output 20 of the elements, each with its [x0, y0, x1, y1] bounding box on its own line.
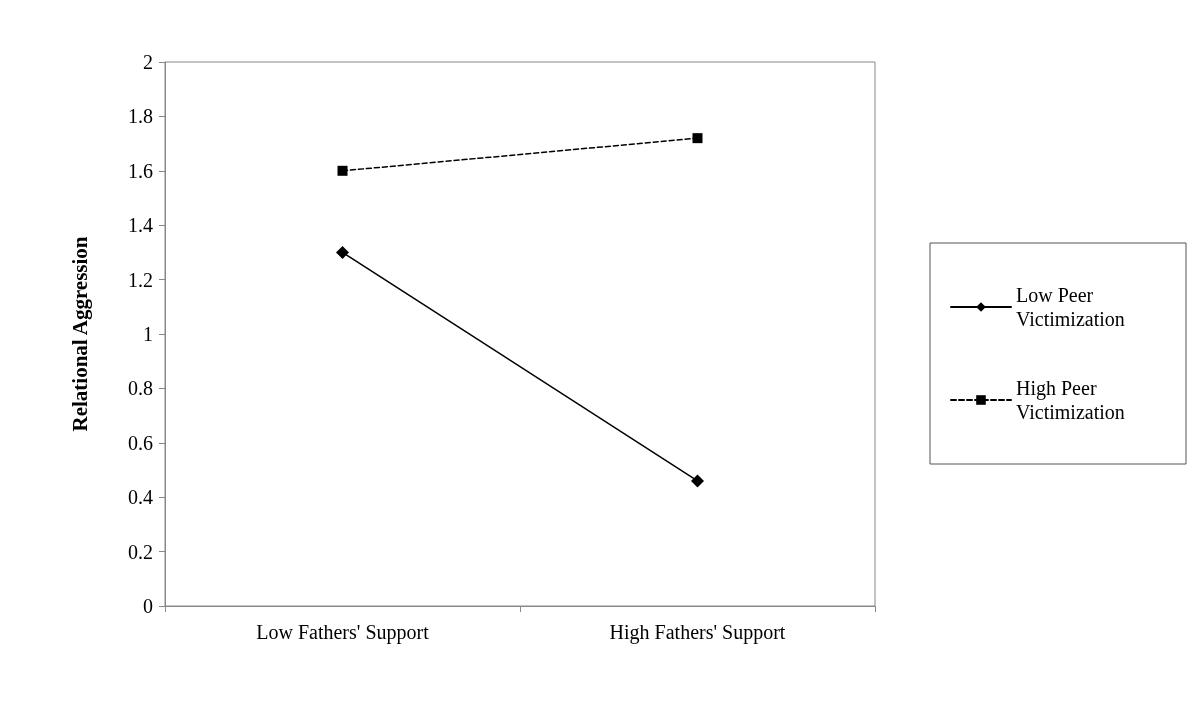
y-tick-label: 0.6 [128, 431, 153, 454]
y-tick-label: 0.2 [128, 540, 153, 563]
point [691, 474, 704, 488]
y-tick-label: 0.4 [128, 486, 153, 509]
x-tick-label: Low Fathers' Support [256, 621, 430, 644]
y-tick-label: 1.2 [128, 268, 153, 291]
x-tick-label: High Fathers' Support [609, 621, 786, 644]
y-tick-label: 0.8 [128, 377, 153, 400]
point [337, 165, 348, 176]
y-tick-label: 1.6 [128, 159, 153, 182]
y-tick-label: 0 [143, 595, 153, 617]
y-tick-label: 1 [143, 323, 153, 345]
point [336, 245, 349, 259]
y-axis-title: Relational Aggression [67, 236, 92, 432]
y-tick-label: 1.8 [128, 105, 153, 128]
point [692, 133, 703, 144]
legend-label: Low Peer Victimization [1016, 284, 1125, 330]
legend-label: High Peer Victimization [1016, 377, 1125, 423]
y-tick-label: 1.4 [128, 214, 153, 237]
y-tick-label: 2 [143, 51, 153, 73]
